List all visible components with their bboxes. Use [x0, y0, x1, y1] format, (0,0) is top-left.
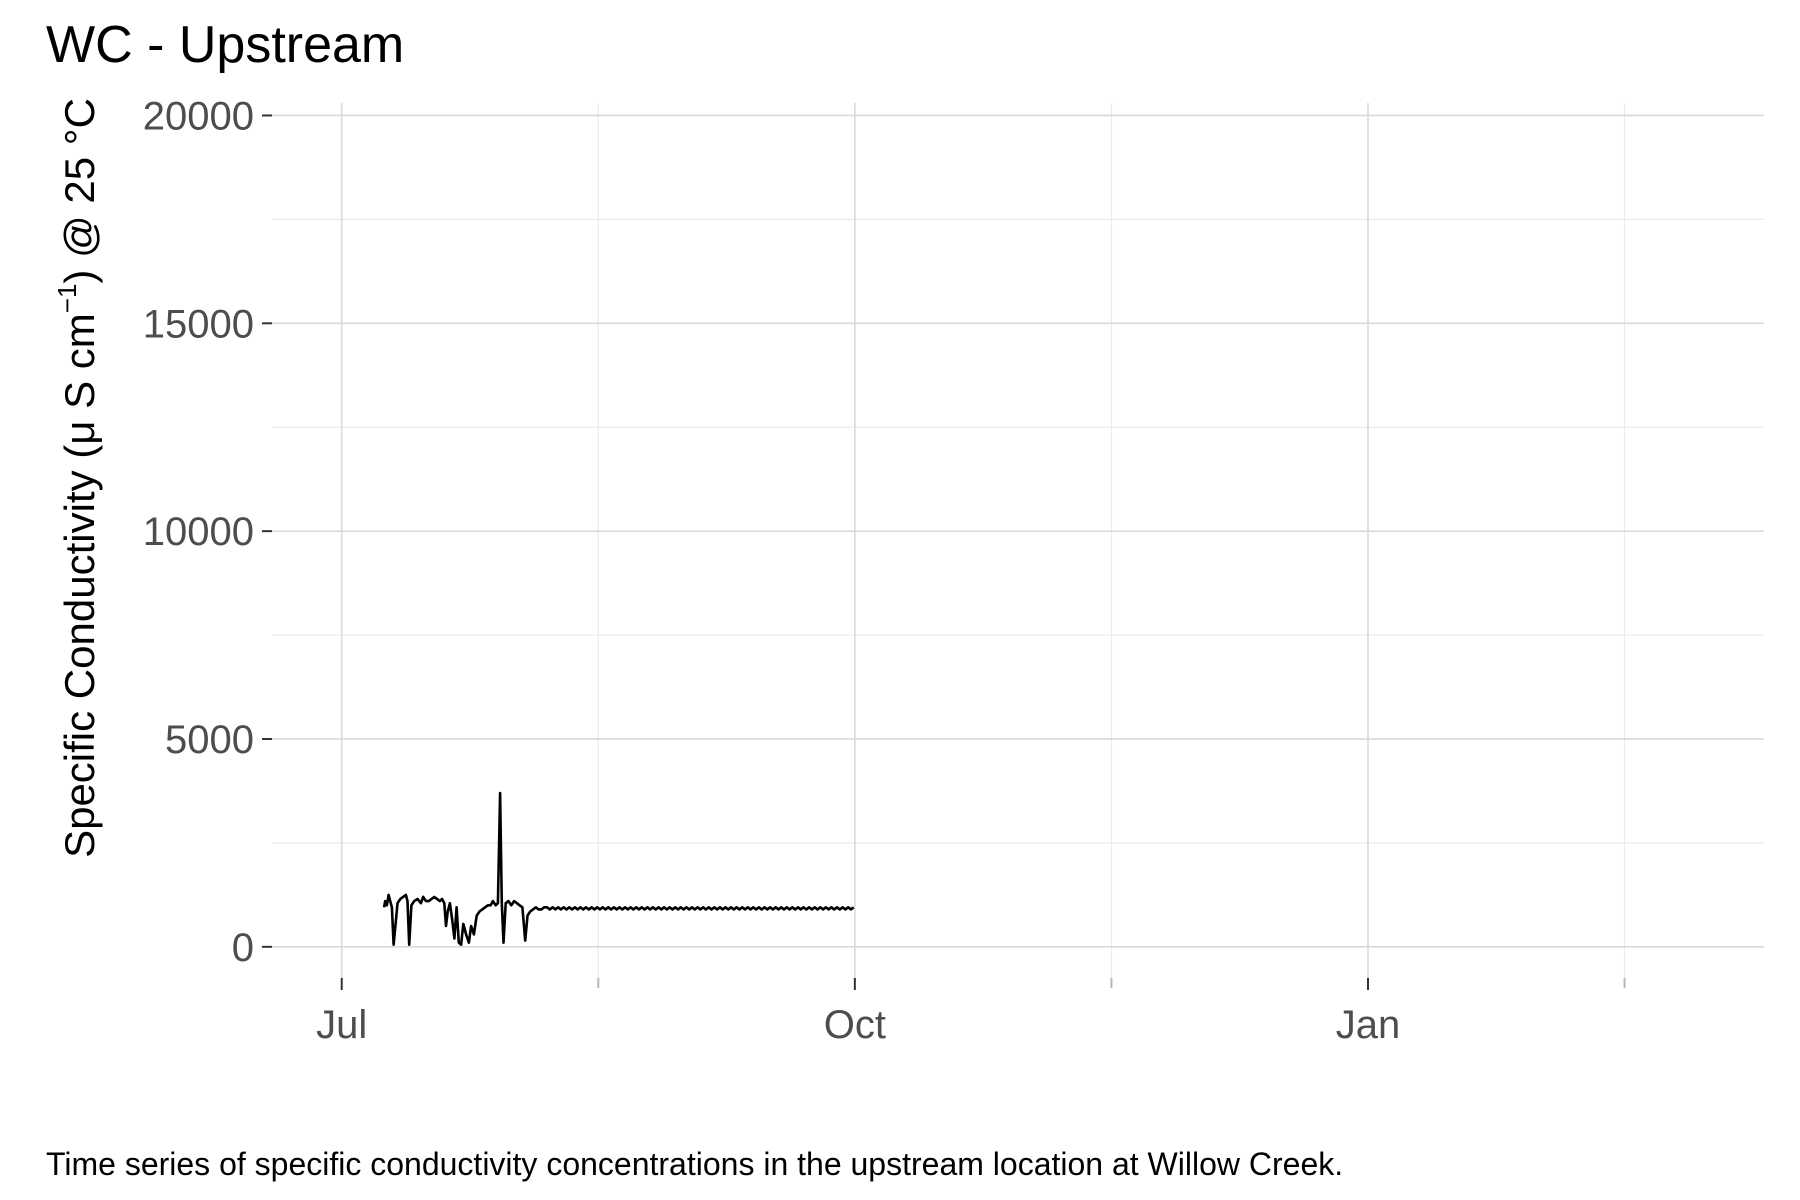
y-axis-title-tail: ) @ 25 °C: [56, 98, 103, 283]
chart-caption: Time series of specific conductivity con…: [46, 1146, 1343, 1182]
y-axis-title-mu: μ: [56, 421, 103, 445]
y-axis-title-unit: S cm: [56, 313, 103, 420]
y-axis-title-exponent: −1: [52, 284, 82, 314]
y-tick-label: 20000: [143, 94, 254, 138]
y-tick-label: 5000: [165, 718, 254, 762]
grid-layer: [272, 103, 1764, 978]
x-tick-label: Jul: [316, 1003, 367, 1047]
chart-title: WC - Upstream: [46, 16, 404, 74]
y-tick-label: 15000: [143, 302, 254, 346]
x-tick-label: Oct: [824, 1003, 886, 1047]
series-layer: [382, 791, 855, 946]
y-axis-title-main: Specific Conductivity (: [56, 445, 103, 858]
y-axis-title: Specific Conductivity (μ S cm−1) @ 25 °C: [52, 98, 103, 858]
axis-layer: 0 5000 10000 15000 20000 Jul Oct Jan: [143, 94, 1626, 1047]
x-tick-label: Jan: [1336, 1003, 1401, 1047]
y-tick-label: 0: [232, 926, 254, 970]
series-line-conductivity: [382, 791, 855, 946]
y-tick-label: 10000: [143, 510, 254, 554]
